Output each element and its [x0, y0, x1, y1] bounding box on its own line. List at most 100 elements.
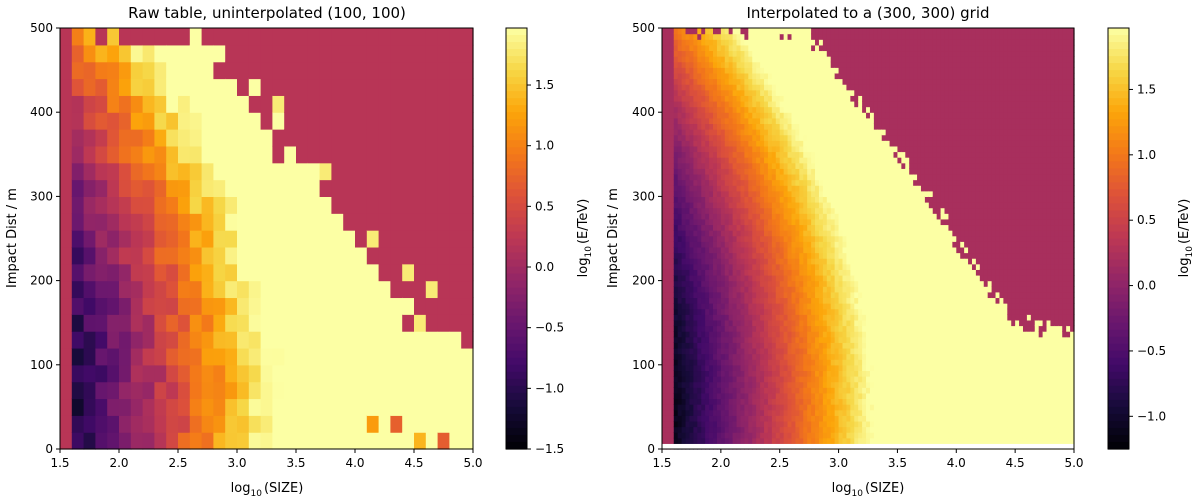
heatmap-cell [201, 432, 214, 450]
heatmap-cell [783, 44, 789, 52]
heatmap-cell [689, 185, 694, 192]
heatmap-cell [818, 39, 824, 46]
heatmap-cell [237, 61, 250, 80]
heatmap-cell [107, 398, 120, 416]
heatmap-cell [818, 207, 824, 214]
heatmap-cell [764, 168, 769, 175]
heatmap-cell [803, 331, 808, 338]
heatmap-cell [189, 213, 203, 231]
heatmap-cell [830, 44, 836, 52]
heatmap-cell [732, 269, 738, 276]
heatmap-cell [366, 61, 380, 80]
heatmap-cell [716, 437, 722, 444]
heatmap-cell [724, 347, 730, 355]
heatmap-cell [826, 106, 832, 113]
heatmap-cell [673, 258, 679, 265]
heatmap-cell [779, 353, 785, 360]
heatmap-cell [838, 263, 844, 270]
heatmap-cell [331, 78, 344, 96]
heatmap-cell [713, 269, 718, 276]
heatmap-cell [783, 151, 789, 158]
heatmap-cell [764, 325, 769, 332]
heatmap-cell [296, 246, 309, 265]
heatmap-cell [811, 213, 816, 220]
heatmap-cell [154, 44, 167, 63]
heatmap-cell [771, 117, 777, 125]
heatmap-cell [830, 342, 836, 349]
heatmap-cell [697, 437, 702, 444]
heatmap-cell [673, 370, 679, 377]
heatmap-cell [681, 218, 687, 226]
heatmap-cell [296, 129, 309, 147]
heatmap-cell [799, 56, 804, 63]
heatmap-cell [689, 173, 694, 181]
heatmap-cell [764, 100, 769, 108]
heatmap-cell [272, 280, 285, 299]
heatmap-cell [697, 218, 702, 226]
heatmap-cell [807, 235, 812, 242]
heatmap-cell [728, 202, 734, 209]
heatmap-cell [866, 331, 871, 338]
heatmap-cell [771, 387, 777, 394]
colorbar-swatch [506, 126, 527, 134]
heatmap-cell [771, 162, 777, 169]
heatmap-cell [760, 61, 765, 68]
heatmap-cell [732, 67, 738, 74]
heatmap-cell [662, 426, 667, 433]
heatmap-cell [854, 168, 859, 175]
heatmap-cell [846, 280, 851, 287]
heatmap-cell [748, 162, 753, 169]
heatmap-cell [697, 319, 702, 327]
heatmap-cell [665, 202, 671, 209]
heatmap-cell [461, 112, 474, 130]
heatmap-cell [842, 72, 848, 80]
heatmap-cell [693, 44, 698, 52]
heatmap-cell [693, 364, 698, 372]
heatmap-cell [237, 129, 250, 147]
heatmap-cell [681, 84, 687, 91]
heatmap-cell [665, 129, 671, 136]
heatmap-cell [850, 252, 855, 259]
heatmap-cell [850, 274, 855, 282]
heatmap-cell [701, 134, 706, 141]
heatmap-cell [779, 50, 785, 57]
heatmap-cell [767, 235, 773, 242]
heatmap-cell [811, 157, 816, 164]
colorbar-swatch [506, 371, 527, 380]
heatmap-cell [791, 134, 797, 141]
heatmap-cell [826, 56, 832, 63]
heatmap-cell [803, 274, 808, 282]
heatmap-cell [732, 190, 738, 197]
heatmap-cell [764, 420, 769, 428]
heatmap-cell [677, 347, 683, 355]
heatmap-cell [818, 140, 824, 147]
heatmap-cell [669, 269, 675, 276]
heatmap-cell [307, 179, 321, 197]
heatmap-cell [858, 398, 863, 405]
heatmap-cell [669, 151, 675, 158]
heatmap-cell [260, 280, 273, 299]
heatmap-cell [449, 44, 462, 63]
heatmap-cell [811, 404, 816, 411]
heatmap-cell [716, 274, 722, 282]
heatmap-cell [677, 415, 683, 422]
heatmap-cell [677, 162, 683, 169]
heatmap-cell [665, 308, 671, 315]
heatmap-cell [662, 364, 667, 372]
heatmap-cell [166, 28, 179, 46]
heatmap-cell [701, 84, 706, 91]
heatmap-cell [862, 381, 867, 388]
heatmap-cell [803, 359, 808, 366]
heatmap-cell [402, 432, 415, 450]
heatmap-cell [689, 269, 694, 276]
heatmap-cell [858, 129, 863, 136]
heatmap-cell [414, 398, 427, 416]
heatmap-cell [767, 117, 773, 125]
heatmap-cell [693, 112, 698, 119]
heatmap-cell [795, 387, 800, 394]
heatmap-cell [795, 106, 800, 113]
heatmap-cell [402, 61, 415, 80]
heatmap-cell [673, 263, 679, 270]
heatmap-cell [119, 179, 132, 197]
heatmap-cell [225, 213, 238, 231]
